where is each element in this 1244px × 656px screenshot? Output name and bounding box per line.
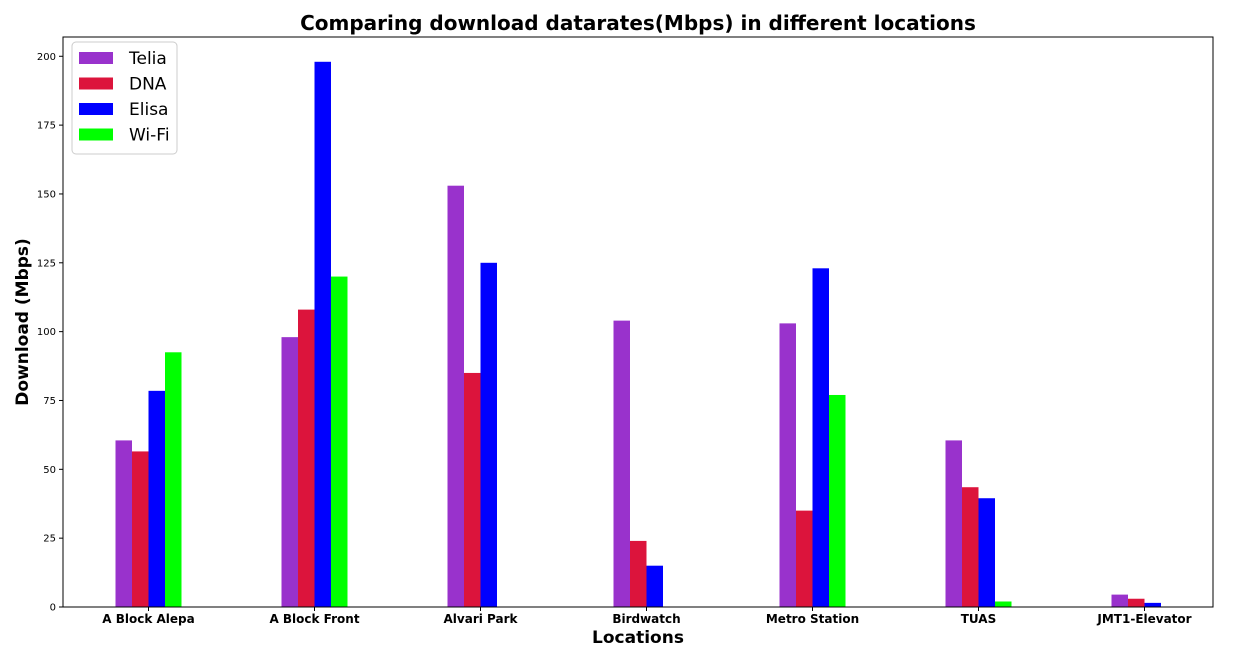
plot-frame — [62, 36, 1214, 608]
x-tick-label: TUAS — [961, 612, 997, 626]
y-axis: 0 25 50 75 100 125 150 175 200 — [37, 52, 63, 614]
legend-swatch — [79, 128, 113, 141]
bar-wi-fi — [829, 394, 846, 607]
bar-elisa — [646, 565, 663, 607]
bar-telia — [115, 440, 132, 607]
legend-swatch — [79, 103, 113, 115]
x-tick-label: Alvari Park — [444, 612, 519, 626]
legend-label: Elisa — [129, 100, 168, 120]
bar-elisa — [148, 390, 165, 607]
bar-telia — [613, 320, 630, 607]
x-tick-label: Birdwatch — [612, 612, 680, 626]
bar-telia — [779, 323, 796, 607]
bar-elisa — [314, 61, 331, 608]
y-tick-label: 200 — [37, 52, 56, 63]
bar-dna — [796, 510, 813, 607]
bar-dna — [962, 487, 979, 607]
y-tick-label: 0 — [50, 603, 56, 614]
legend-label: Wi-Fi — [129, 126, 170, 146]
y-tick-label: 150 — [37, 189, 56, 200]
y-tick-label: 125 — [37, 258, 56, 269]
bar-telia — [1111, 594, 1128, 607]
x-axis: A Block Alepa A Block Front Alvari Park Bir… — [102, 607, 1192, 626]
bar-dna — [1128, 598, 1145, 607]
bar-wi-fi — [165, 352, 182, 607]
y-tick-label: 175 — [37, 121, 56, 132]
legend-box — [71, 41, 178, 155]
bar-wi-fi — [995, 601, 1012, 607]
y-tick-label: 75 — [43, 396, 56, 407]
bar-telia — [281, 337, 298, 607]
bar-telia — [447, 185, 464, 607]
legend-swatch — [79, 52, 113, 64]
x-axis-label: Locations — [592, 628, 684, 648]
bar-telia — [945, 440, 962, 607]
legend: Telia DNA Elisa Wi-Fi — [71, 41, 178, 155]
bar-dna — [464, 372, 481, 607]
x-tick-label: JMT1-Elevator — [1096, 612, 1191, 626]
bar-dna — [132, 451, 149, 607]
bar-dna — [630, 540, 647, 607]
bar-elisa — [480, 262, 497, 607]
bar-elisa — [1144, 602, 1161, 607]
x-tick-label: Metro Station — [766, 612, 859, 626]
bar-elisa — [812, 268, 829, 607]
y-tick-label: 100 — [37, 327, 56, 338]
bar-wi-fi — [331, 276, 348, 607]
x-tick-label: A Block Front — [269, 612, 359, 626]
x-tick-label: A Block Alepa — [102, 612, 194, 626]
plot-area — [115, 61, 1161, 608]
y-tick-label: 50 — [43, 465, 56, 476]
legend-swatch — [79, 77, 113, 90]
bar-elisa — [978, 498, 995, 607]
chart-title: Comparing download datarates(Mbps) in di… — [300, 11, 976, 35]
bar-dna — [298, 309, 315, 607]
y-tick-label: 25 — [43, 534, 56, 545]
legend-label: DNA — [129, 75, 167, 95]
y-axis-label: Download (Mbps) — [13, 238, 33, 406]
legend-label: Telia — [128, 49, 167, 69]
